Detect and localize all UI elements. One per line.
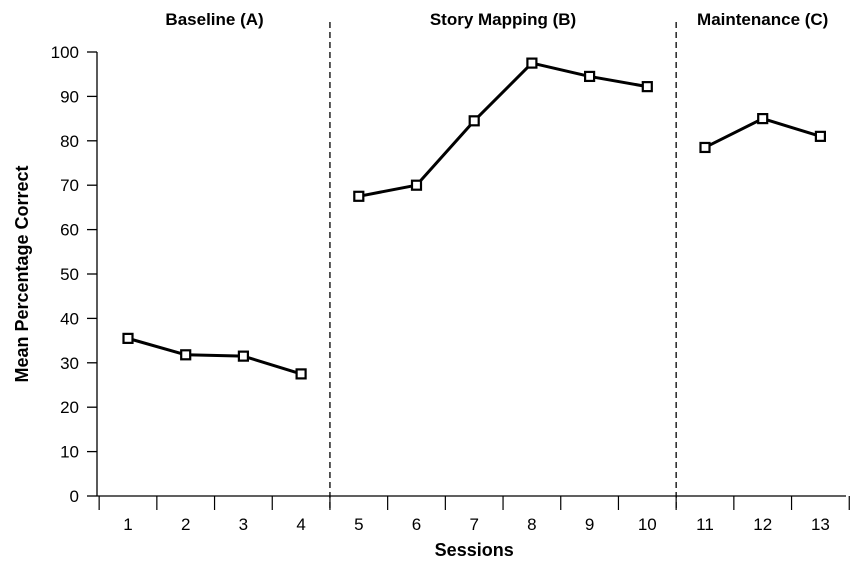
y-tick-label: 40 [60, 309, 79, 328]
data-point-marker [353, 190, 365, 202]
x-tick-label: 6 [412, 515, 421, 534]
data-point-marker [410, 179, 423, 191]
x-tick-label: 1 [123, 515, 132, 534]
data-point-marker [699, 141, 711, 154]
x-tick-label: 2 [181, 515, 190, 534]
y-tick-label: 10 [60, 443, 79, 462]
data-point-marker [757, 112, 769, 125]
x-tick-label: 12 [753, 515, 772, 534]
y-tick-label: 0 [70, 487, 79, 506]
series-line [358, 61, 648, 198]
x-tick-label: 11 [696, 515, 714, 534]
y-tick-label: 70 [60, 176, 79, 195]
x-tick-label: 4 [296, 515, 305, 534]
data-point-marker [641, 81, 653, 93]
y-tick-label: 30 [60, 354, 79, 373]
data-markers [122, 57, 827, 380]
x-tick-label: 9 [585, 515, 594, 534]
x-tick-label: 13 [811, 515, 830, 534]
data-point-marker [237, 350, 249, 362]
series-line [127, 336, 302, 376]
x-tick-label: 10 [638, 515, 657, 534]
data-point-marker [122, 332, 134, 344]
data-point-marker [468, 115, 480, 127]
x-tick-label: 5 [354, 515, 363, 534]
x-tick-label: 8 [527, 515, 536, 534]
data-point-marker [180, 349, 192, 361]
series-lines [127, 61, 821, 376]
y-tick-label: 60 [60, 221, 79, 240]
data-point-marker [814, 130, 827, 142]
labels: Mean Percentage Correct Sessions Baselin… [12, 10, 828, 560]
y-tick-label: 20 [60, 398, 79, 417]
phase-change-lines [329, 22, 677, 510]
y-axis-title: Mean Percentage Correct [12, 165, 32, 382]
y-tick-label: 100 [51, 43, 79, 62]
x-axis-title: Sessions [435, 540, 514, 560]
x-tick-label: 7 [469, 515, 478, 534]
phase-label: Maintenance (C) [697, 10, 828, 29]
y-tick-label: 80 [60, 132, 79, 151]
phase-label: Baseline (A) [165, 10, 263, 29]
data-point-marker [295, 368, 307, 380]
y-tick-label: 50 [60, 265, 79, 284]
data-point-marker [526, 57, 538, 69]
data-point-marker [583, 70, 596, 83]
y-tick-label: 90 [60, 87, 79, 106]
x-tick-label: 3 [239, 515, 248, 534]
phase-label: Story Mapping (B) [430, 10, 576, 29]
